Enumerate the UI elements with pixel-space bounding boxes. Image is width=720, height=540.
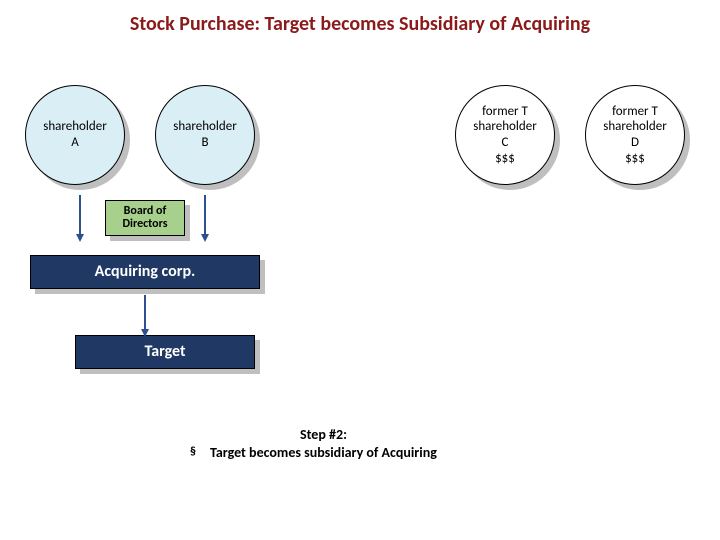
- target-label: Target: [144, 343, 185, 361]
- slide-title: Stock Purchase: Target becomes Subsidiar…: [0, 12, 720, 36]
- board-box: Board ofDirectors: [105, 200, 185, 236]
- acquiring-label: Acquiring corp.: [95, 263, 196, 281]
- shareholder-c-label: former TshareholderC$$$: [473, 104, 536, 166]
- arrow-b-to-board: [204, 195, 206, 235]
- shareholder-b-label: shareholderB: [173, 119, 236, 150]
- shareholder-d-node: former TshareholderD$$$: [585, 85, 685, 185]
- board-label: Board ofDirectors: [122, 205, 167, 231]
- step-heading: Step #2:: [300, 425, 347, 445]
- shareholder-a-node: shareholderA: [25, 85, 125, 185]
- shareholder-b-node: shareholderB: [155, 85, 255, 185]
- target-box: Target: [75, 335, 255, 369]
- acquiring-box: Acquiring corp.: [30, 255, 260, 289]
- shareholder-d-label: former TshareholderD$$$: [603, 104, 666, 166]
- arrow-a-to-board: [79, 195, 81, 235]
- shareholder-c-node: former TshareholderC$$$: [455, 85, 555, 185]
- step-bullet-text: Target becomes subsidiary of Acquiring: [210, 443, 437, 463]
- arrow-acquiring-to-target: [144, 295, 146, 330]
- step-bullet-icon: §: [190, 445, 196, 459]
- shareholder-a-label: shareholderA: [43, 119, 106, 150]
